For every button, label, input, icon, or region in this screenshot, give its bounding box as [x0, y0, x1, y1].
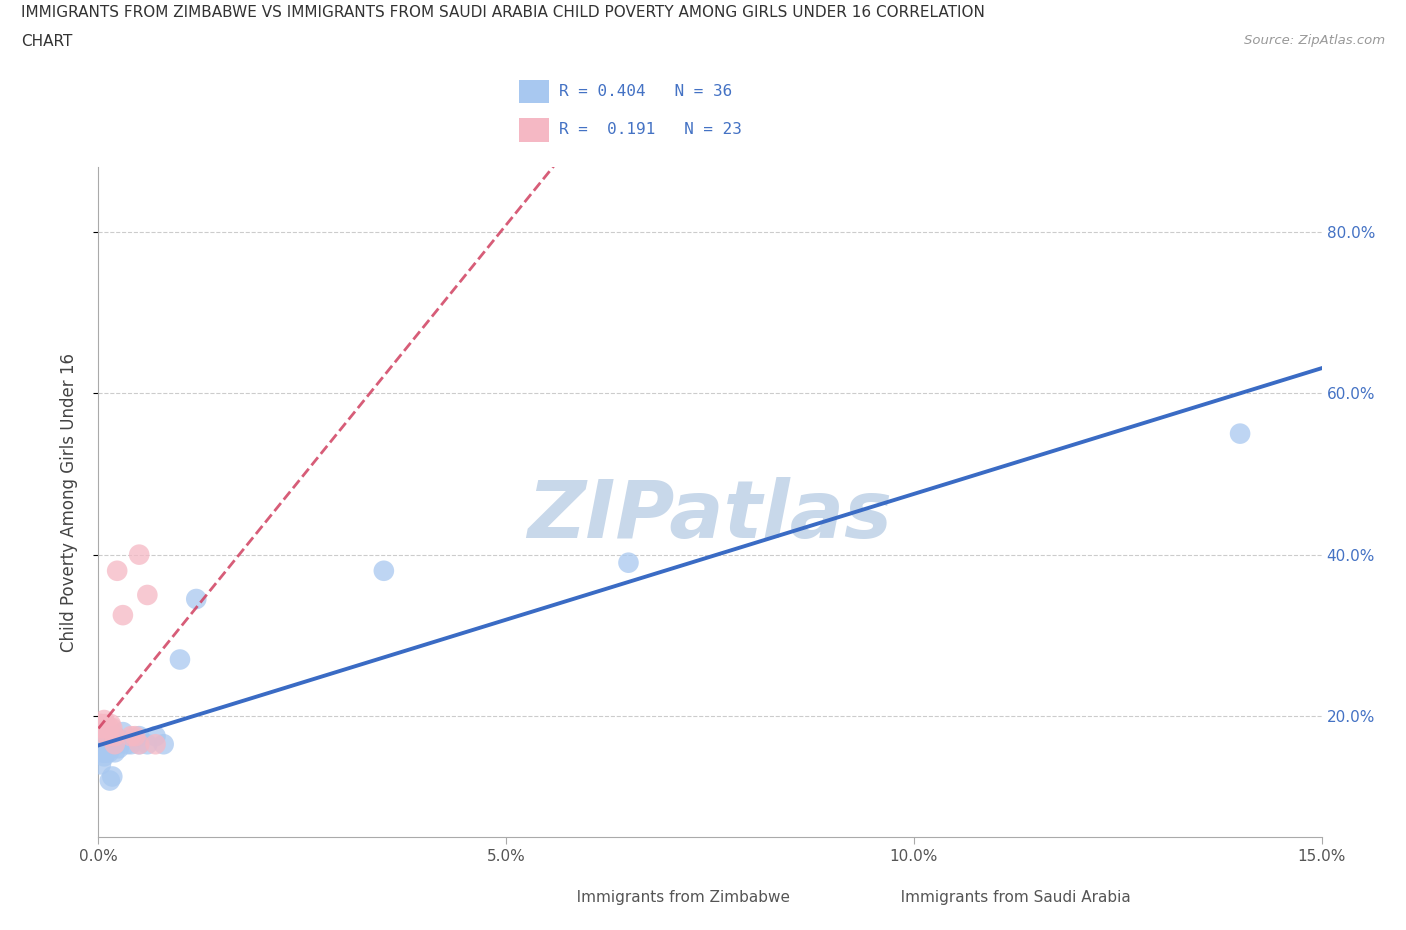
Point	[105, 733, 128, 748]
Point	[105, 737, 128, 751]
Text: Source: ZipAtlas.com: Source: ZipAtlas.com	[1244, 34, 1385, 47]
Point	[91, 721, 114, 736]
Point	[96, 729, 118, 744]
Point	[89, 717, 111, 732]
Point	[90, 741, 112, 756]
Point	[90, 717, 112, 732]
Point	[128, 737, 150, 751]
Point	[90, 717, 112, 732]
Point	[111, 733, 134, 748]
Point	[93, 712, 115, 727]
Point	[98, 745, 121, 760]
Point	[91, 745, 114, 760]
Point	[93, 749, 115, 764]
Text: ZIPatlas: ZIPatlas	[527, 476, 893, 554]
Point	[90, 757, 112, 772]
Point	[100, 737, 122, 751]
Point	[111, 607, 134, 622]
Text: Immigrants from Saudi Arabia: Immigrants from Saudi Arabia	[886, 890, 1130, 905]
Text: R =  0.191   N = 23: R = 0.191 N = 23	[558, 122, 741, 137]
Point	[94, 717, 117, 732]
Point	[96, 737, 118, 751]
Point	[94, 737, 117, 751]
Point	[104, 745, 127, 760]
Point	[111, 724, 134, 739]
Point	[91, 745, 114, 760]
Point	[100, 717, 122, 732]
Point	[145, 737, 167, 751]
Point	[94, 745, 117, 760]
Point	[104, 729, 127, 744]
Bar	[519, 80, 550, 103]
Y-axis label: Child Poverty Among Girls Under 16: Child Poverty Among Girls Under 16	[59, 352, 77, 652]
Point	[98, 721, 121, 736]
Point	[91, 721, 114, 736]
Point	[104, 737, 127, 751]
Point	[145, 729, 167, 744]
Point	[101, 769, 124, 784]
Point	[136, 588, 159, 603]
Text: IMMIGRANTS FROM ZIMBABWE VS IMMIGRANTS FROM SAUDI ARABIA CHILD POVERTY AMONG GIR: IMMIGRANTS FROM ZIMBABWE VS IMMIGRANTS F…	[21, 5, 986, 20]
Point	[98, 773, 121, 788]
Bar	[519, 118, 550, 141]
Point	[136, 737, 159, 751]
Point	[617, 555, 640, 570]
Point	[105, 564, 128, 578]
Point	[104, 729, 127, 744]
Point	[115, 737, 138, 751]
Point	[186, 591, 208, 606]
Point	[120, 737, 142, 751]
Point	[1229, 426, 1251, 441]
Point	[104, 733, 127, 748]
Point	[120, 729, 142, 744]
Point	[128, 737, 150, 751]
Point	[96, 721, 118, 736]
Point	[128, 547, 150, 562]
Text: CHART: CHART	[21, 34, 73, 49]
Point	[128, 729, 150, 744]
Point	[373, 564, 395, 578]
Text: Immigrants from Zimbabwe: Immigrants from Zimbabwe	[562, 890, 790, 905]
Point	[100, 733, 122, 748]
Point	[108, 741, 131, 756]
Point	[124, 729, 146, 744]
Point	[96, 745, 118, 760]
Point	[152, 737, 174, 751]
Point	[169, 652, 191, 667]
Point	[97, 729, 120, 744]
Point	[97, 737, 120, 751]
Point	[101, 721, 124, 736]
Text: R = 0.404   N = 36: R = 0.404 N = 36	[558, 84, 733, 99]
Point	[89, 729, 111, 744]
